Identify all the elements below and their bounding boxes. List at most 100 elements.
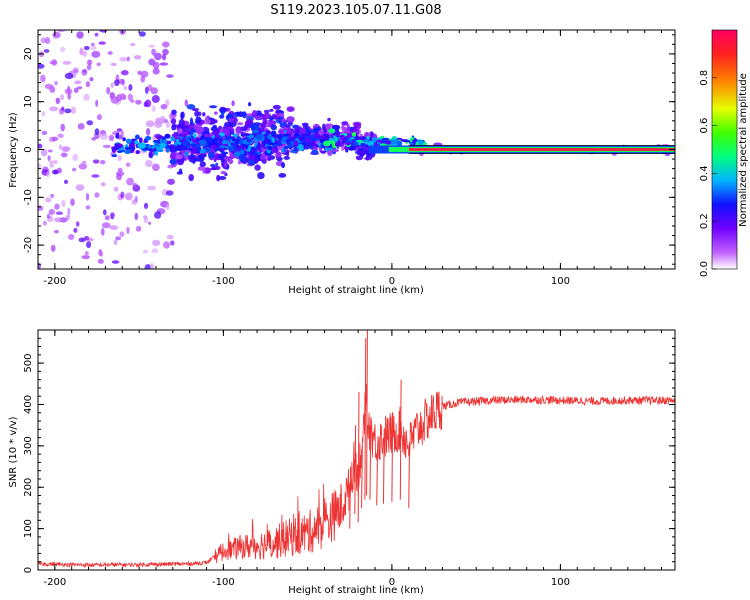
spectrogram-blob bbox=[191, 108, 200, 112]
spectrogram-blob bbox=[175, 154, 183, 160]
snr-spike bbox=[399, 379, 402, 500]
x-tick-label: 0 bbox=[389, 276, 395, 287]
spectrogram-blob bbox=[166, 120, 170, 129]
spectrogram-core-blob bbox=[257, 142, 261, 148]
spectrogram-blob bbox=[341, 124, 345, 130]
spectrogram-core-blob bbox=[279, 133, 283, 137]
spectrogram-blob bbox=[231, 100, 235, 107]
spectrogram-core-blob bbox=[143, 140, 149, 143]
spectrogram-core-blob bbox=[281, 147, 285, 153]
spectrogram-blob bbox=[116, 94, 122, 102]
spectrogram-blob bbox=[145, 159, 153, 168]
spectrogram-blob bbox=[181, 130, 191, 136]
spectrogram-blob bbox=[166, 234, 174, 240]
spectrogram-core-blob bbox=[266, 135, 273, 139]
spectrogram-blob bbox=[48, 160, 56, 164]
spectrogram-blob bbox=[171, 124, 177, 131]
spectrogram-blob bbox=[53, 160, 58, 164]
spectrogram-blob bbox=[228, 158, 234, 165]
spectrogram-blob bbox=[210, 163, 216, 168]
spectrogram-blob bbox=[40, 148, 48, 157]
spectrogram-core-blob bbox=[419, 140, 423, 147]
snr-spike bbox=[361, 445, 363, 508]
spectrogram-blob bbox=[67, 207, 71, 216]
spectrogram-blob bbox=[257, 172, 265, 180]
spectrogram-blob bbox=[154, 120, 163, 129]
spectrogram-blob bbox=[145, 127, 151, 136]
spectrogram-blob bbox=[218, 176, 227, 180]
spectrogram-blob bbox=[94, 192, 100, 198]
spectrogram-blob bbox=[152, 68, 160, 75]
spectrogram-blob bbox=[125, 162, 131, 167]
spectrogram-blob bbox=[85, 205, 91, 210]
spectrogram-core-blob bbox=[396, 140, 403, 147]
spectrogram-blob bbox=[120, 191, 125, 199]
spectrogram-blob bbox=[107, 51, 113, 55]
spectrogram-blob bbox=[113, 186, 119, 192]
spectrogram-blob bbox=[219, 106, 227, 114]
spectrogram-blob bbox=[91, 50, 101, 58]
spectrogram-blob bbox=[134, 212, 138, 221]
spectrogram-core-blob bbox=[248, 151, 255, 155]
spectrogram-blob bbox=[203, 167, 211, 174]
y-tick-label: -10 bbox=[23, 189, 34, 205]
spectrogram-core-blob bbox=[125, 138, 132, 144]
spectrogram-core-blob bbox=[311, 149, 319, 154]
spectrogram-core-blob bbox=[161, 136, 166, 140]
spectrogram-blob bbox=[176, 124, 181, 129]
spectrogram-blob bbox=[108, 134, 115, 141]
spectrogram-blob bbox=[327, 117, 331, 122]
spectrogram-blob bbox=[60, 152, 68, 158]
spectrogram-core-blob bbox=[365, 138, 370, 142]
y-tick-label: 200 bbox=[23, 478, 34, 497]
spectrogram-blob bbox=[341, 146, 345, 151]
spectrogram-core-blob bbox=[190, 143, 196, 147]
spectrogram-blob bbox=[99, 133, 109, 140]
spectrogram-blob bbox=[224, 162, 228, 168]
spectrogram-blob bbox=[235, 111, 242, 116]
spectrogram-blob bbox=[49, 106, 58, 112]
spectrogram-blob bbox=[58, 144, 63, 150]
spectrogram-core-blob bbox=[328, 147, 334, 151]
chart-title: S119.2023.105.07.11.G08 bbox=[270, 3, 441, 18]
spectrogram-blob bbox=[135, 99, 142, 105]
spectrogram-blob bbox=[258, 149, 263, 154]
spectrogram-blob bbox=[38, 205, 44, 211]
spectrogram-blob bbox=[38, 143, 43, 149]
spectrogram-blob bbox=[210, 167, 217, 171]
spectrogram-blob bbox=[142, 249, 149, 254]
spectrogram-core-blob bbox=[371, 137, 378, 143]
spectrogram-blob bbox=[163, 241, 170, 249]
snr-spike bbox=[369, 416, 372, 500]
spectrogram-blob bbox=[212, 129, 222, 134]
spectrogram-blob bbox=[96, 114, 102, 121]
spectrogram-blob bbox=[101, 182, 106, 187]
spectrogram-blob bbox=[38, 63, 45, 69]
spectrogram-blob bbox=[50, 193, 55, 198]
x-tick-label: 100 bbox=[551, 577, 570, 588]
spectrogram-blob bbox=[75, 221, 80, 227]
spectrogram-blob bbox=[119, 57, 128, 62]
spectrogram-core-blob bbox=[219, 132, 225, 137]
spectrogram-blob bbox=[55, 97, 60, 105]
spectrogram-blob bbox=[84, 235, 90, 241]
spectrogram-blob bbox=[86, 120, 94, 126]
spectrogram-core-blob bbox=[402, 139, 410, 143]
spectrogram-core-blob bbox=[353, 140, 359, 147]
spectrogram-core-blob bbox=[298, 135, 306, 142]
spectrogram-core-blob bbox=[215, 133, 220, 139]
spectrogram-blob bbox=[54, 217, 62, 223]
spectrogram-core-blob bbox=[114, 145, 120, 151]
spectrogram-blob bbox=[61, 106, 65, 112]
spectrogram-blob bbox=[124, 192, 133, 201]
spectrogram-core-blob bbox=[220, 147, 225, 152]
spectrogram-blob bbox=[213, 157, 217, 163]
spectrogram-blob bbox=[79, 47, 84, 56]
spectrogram-blob bbox=[215, 162, 219, 167]
spectrogram-blob bbox=[220, 158, 225, 163]
spectrogram-core-blob bbox=[283, 129, 287, 133]
spectrogram-blob bbox=[38, 163, 42, 169]
spectrogram-blob bbox=[82, 160, 87, 164]
